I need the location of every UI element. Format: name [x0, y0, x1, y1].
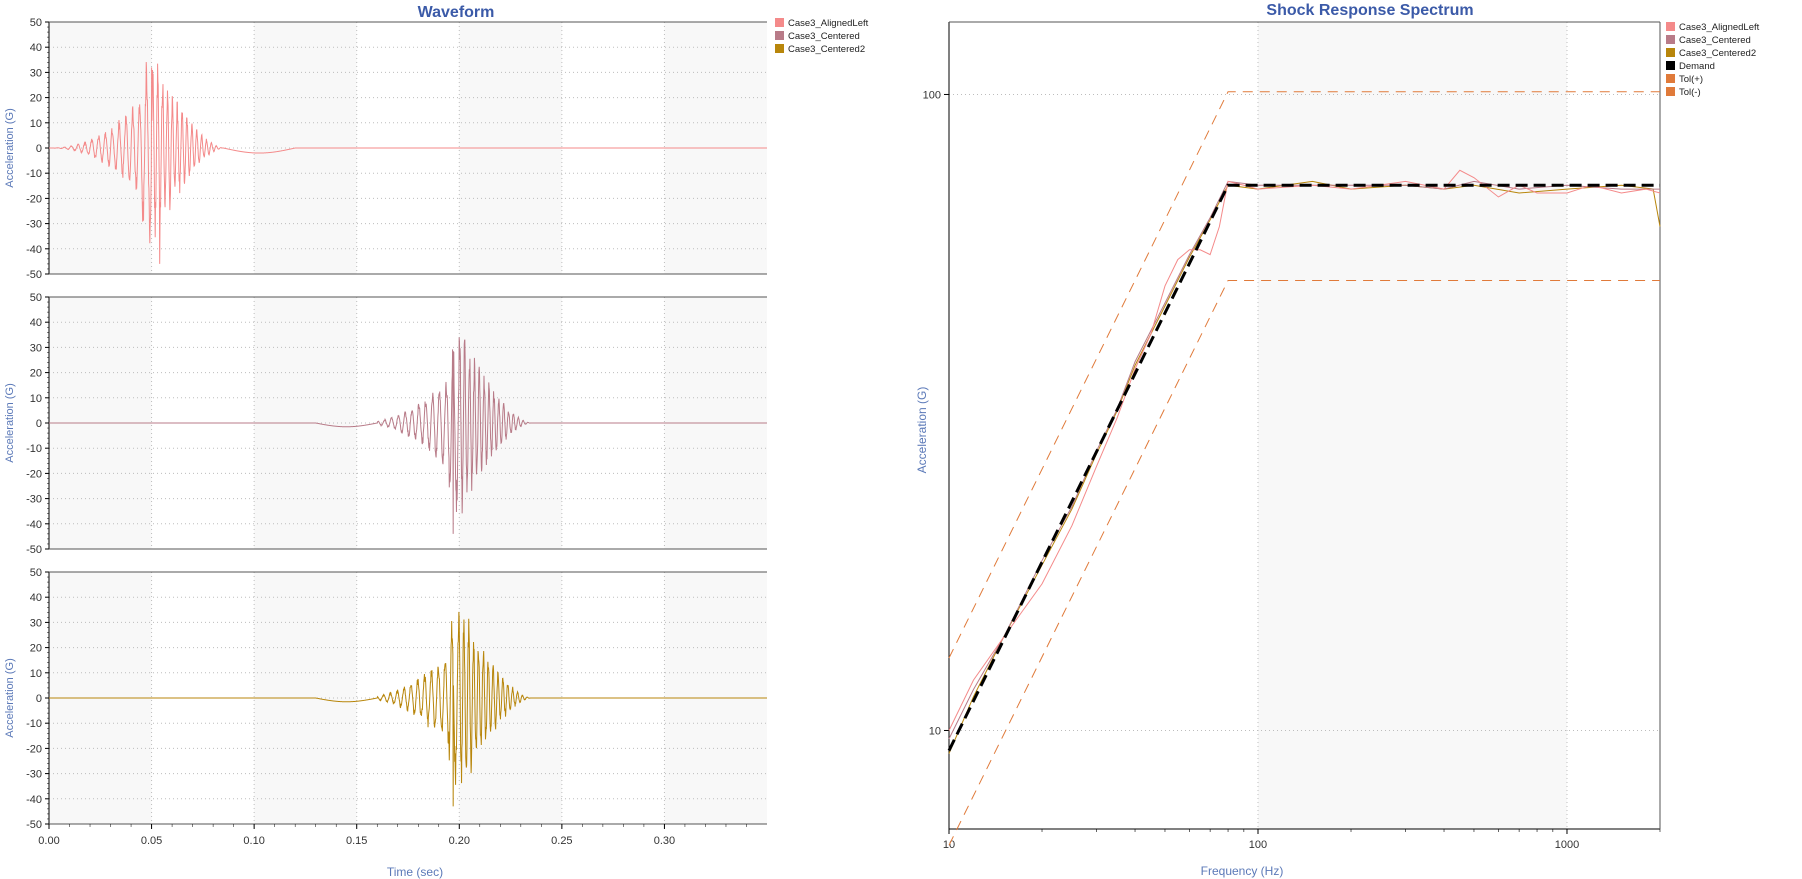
x-tick-label: 0.00	[38, 835, 59, 847]
x-tick-label: 1000	[1555, 839, 1579, 851]
waveform-title: Waveform	[418, 4, 495, 21]
y-tick-label: -30	[26, 769, 42, 781]
srs-legend[interactable]: Case3_AlignedLeft Case3_Centered Case3_Cen…	[1666, 22, 1760, 98]
legend-label: Tol(+)	[1679, 74, 1703, 85]
y-tick-label: -20	[26, 193, 42, 205]
series-line-demand[interactable]	[947, 183, 1660, 752]
y-tick-label: -40	[26, 794, 42, 806]
y-tick-label: -50	[26, 269, 42, 281]
y-tick-label: -50	[26, 544, 42, 556]
y-tick-label: 40	[30, 317, 42, 329]
y-tick-label: 20	[30, 368, 42, 380]
y-tick-label: 10	[30, 393, 42, 405]
plot-band	[1257, 22, 1567, 829]
y-tick-label: 30	[30, 342, 42, 354]
y-tick-label: 100	[923, 89, 941, 101]
y-tick-label: 40	[30, 42, 42, 54]
x-tick-label: 0.10	[243, 835, 264, 847]
legend-swatch[interactable]	[775, 31, 784, 40]
waveform-legend[interactable]: Case3_AlignedLeft Case3_Centered Case3_Cen…	[775, 18, 869, 55]
legend-label: Case3_Centered2	[1679, 48, 1756, 59]
legend-swatch[interactable]	[1666, 61, 1675, 70]
x-tick-label: 0.15	[346, 835, 367, 847]
y-tick-label: 20	[30, 643, 42, 655]
y-tick-label: 10	[929, 725, 941, 737]
legend-label: Tol(-)	[1679, 87, 1701, 98]
waveform-subplot-1[interactable]: 50 40 30 20 10 0 -10 -20 -30 -40 -50 Acceleration (…	[4, 292, 767, 556]
y-tick-label: -50	[26, 819, 42, 831]
legend-swatch[interactable]	[1666, 87, 1675, 96]
y-tick-label: 10	[30, 668, 42, 680]
legend-swatch[interactable]	[1666, 22, 1675, 31]
y-tick-label: 30	[30, 67, 42, 79]
y-tick-label: 20	[30, 93, 42, 105]
srs-title: Shock Response Spectrum	[1266, 2, 1473, 19]
legend-swatch[interactable]	[775, 44, 784, 53]
y-axis-label: Acceleration (G)	[4, 108, 16, 187]
x-tick-label: 100	[1249, 839, 1267, 851]
y-tick-label: 0	[36, 143, 42, 155]
legend-label: Case3_AlignedLeft	[1679, 22, 1760, 33]
legend-label: Case3_Centered	[1679, 35, 1751, 46]
y-tick-label: -30	[26, 494, 42, 506]
y-tick-label: -40	[26, 244, 42, 256]
legend-label: Case3_AlignedLeft	[788, 18, 869, 29]
y-tick-label: -10	[26, 718, 42, 730]
series-line-tol[interactable]	[948, 279, 1660, 846]
y-tick-label: -20	[26, 468, 42, 480]
x-tick-label: 0.20	[449, 835, 470, 847]
legend-label: Case3_Centered2	[788, 44, 865, 55]
series-line-case3_alignedleft[interactable]	[948, 169, 1661, 731]
waveform-subplot-2[interactable]: 50 40 30 20 10 0 -10 -20 -30 -40 -50 Acceleration (…	[4, 567, 767, 847]
y-tick-label: 40	[30, 592, 42, 604]
x-tick-label: 0.25	[551, 835, 572, 847]
series-line-case3_alignedleft[interactable]	[49, 61, 767, 264]
legend-swatch[interactable]	[1666, 35, 1675, 44]
legend-swatch[interactable]	[1666, 74, 1675, 83]
y-tick-label: -10	[26, 168, 42, 180]
y-axis-label: Acceleration (G)	[4, 658, 16, 737]
y-tick-label: 50	[30, 17, 42, 29]
y-tick-label: -20	[26, 743, 42, 755]
srs-y-axis-label: Acceleration (G)	[915, 387, 929, 474]
y-tick-label: -40	[26, 519, 42, 531]
y-tick-label: 30	[30, 617, 42, 629]
y-tick-label: -10	[26, 443, 42, 455]
y-tick-label: -30	[26, 219, 42, 231]
legend-label: Case3_Centered	[788, 31, 860, 42]
waveform-subplot-0[interactable]: 50 40 30 20 10 0 -10 -20 -30 -40 -50 Acceleration (…	[4, 17, 767, 281]
y-tick-label: 50	[30, 567, 42, 579]
x-tick-label: 0.30	[654, 835, 675, 847]
series-line-case3_centered[interactable]	[49, 337, 767, 534]
waveform-x-axis-label: Time (sec)	[387, 865, 443, 879]
y-axis-label: Acceleration (G)	[4, 383, 16, 462]
legend-label: Demand	[1679, 61, 1715, 72]
srs-x-axis-label: Frequency (Hz)	[1201, 864, 1284, 878]
legend-swatch[interactable]	[775, 18, 784, 27]
x-tick-label: 0.05	[141, 835, 162, 847]
series-line-case3_centered2[interactable]	[49, 611, 767, 807]
y-tick-label: 0	[36, 418, 42, 430]
y-tick-label: 0	[36, 693, 42, 705]
legend-swatch[interactable]	[1666, 48, 1675, 57]
series-line-tol[interactable]	[948, 91, 1660, 659]
y-tick-label: 10	[30, 118, 42, 130]
y-tick-label: 50	[30, 292, 42, 304]
